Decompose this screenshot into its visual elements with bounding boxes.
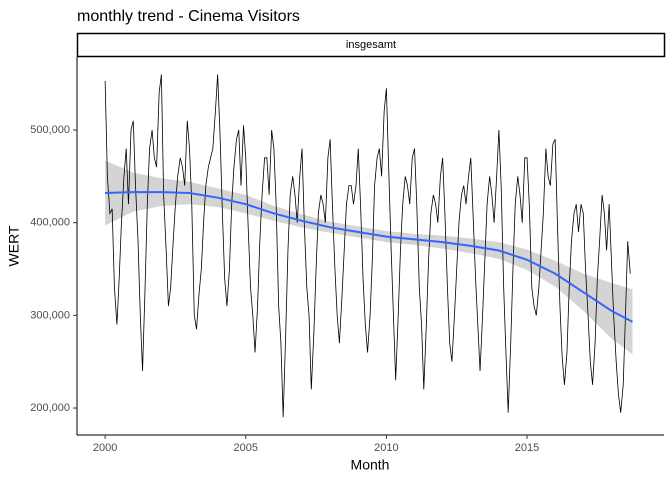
y-tick-label: 200,000 bbox=[30, 402, 70, 414]
y-axis-label: WERT bbox=[6, 225, 22, 266]
smooth-line bbox=[105, 191, 633, 323]
chart-title: monthly trend - Cinema Visitors bbox=[77, 8, 300, 25]
y-tick-label: 500,000 bbox=[30, 124, 70, 136]
data-line bbox=[104, 74, 631, 418]
x-tick-label: 2000 bbox=[93, 442, 117, 454]
plot-area: 200,000 300,000 400,000 500,000 2000 2005 2010… bbox=[30, 57, 664, 454]
facet-strip bbox=[76, 32, 666, 58]
y-tick-label: 300,000 bbox=[30, 309, 70, 321]
y-tick-label: 400,000 bbox=[30, 217, 70, 229]
x-tick-label: 2010 bbox=[374, 442, 398, 454]
x-tick-label: 2015 bbox=[515, 442, 539, 454]
facet-label: insgesamt bbox=[346, 39, 396, 51]
x-axis-label: Month bbox=[351, 457, 390, 473]
confidence-band bbox=[105, 160, 633, 355]
x-tick-label: 2005 bbox=[234, 442, 258, 454]
